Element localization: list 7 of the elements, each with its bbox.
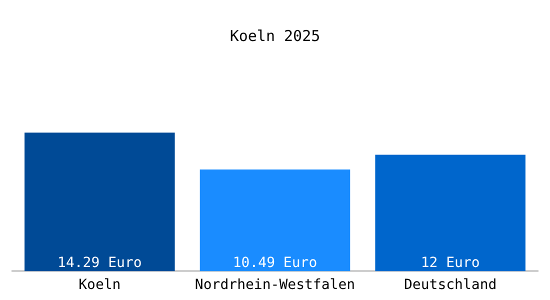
data-label: 12 Euro: [420, 254, 480, 271]
chart-title: Koeln 2025: [230, 26, 320, 45]
x-tick-label: Koeln: [78, 277, 121, 294]
x-tick-label: Nordrhein-Westfalen: [194, 277, 356, 294]
data-label: 10.49 Euro: [232, 254, 318, 271]
data-label: 14.29 Euro: [58, 254, 142, 271]
x-tick-label: Deutschland: [404, 277, 497, 294]
